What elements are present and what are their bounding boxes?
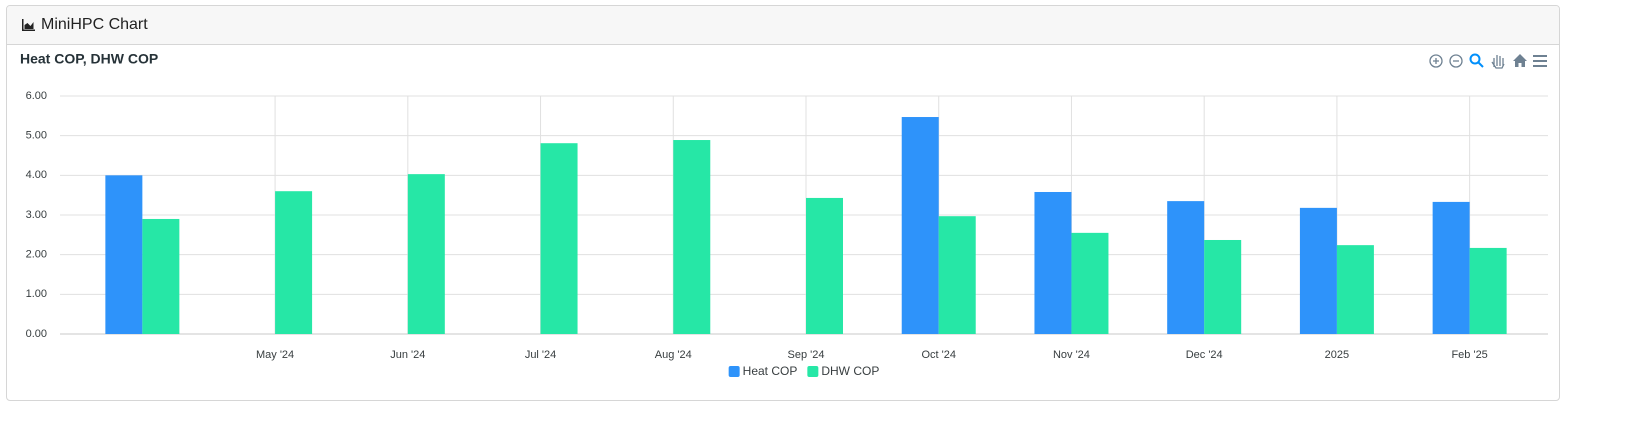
bar xyxy=(901,117,939,334)
bar xyxy=(540,143,578,334)
zoom-out[interactable] xyxy=(1449,54,1463,68)
bar xyxy=(806,197,843,334)
bar xyxy=(1167,201,1205,334)
toolbar xyxy=(1429,53,1547,69)
card: MiniHPC Chart xyxy=(6,5,1560,401)
x-tick-label: Aug '24 xyxy=(655,349,692,361)
card-header: MiniHPC Chart xyxy=(7,6,1559,45)
y-tick-label: 4.00 xyxy=(26,169,47,181)
x-tick-label: Jun '24 xyxy=(390,349,425,361)
legend-label: DHW COP xyxy=(821,364,879,378)
reset[interactable] xyxy=(1513,54,1527,67)
x-tick-label: Feb '25 xyxy=(1451,349,1487,361)
zoom[interactable] xyxy=(1469,53,1484,68)
x-tick-label: Dec '24 xyxy=(1186,349,1223,361)
x-tick-label: Nov '24 xyxy=(1053,349,1090,361)
bar xyxy=(1469,247,1507,334)
x-tick-label: Oct '24 xyxy=(921,349,956,361)
chart-title: Heat COP, DHW COP xyxy=(20,51,158,67)
card-title: MiniHPC Chart xyxy=(41,16,148,33)
bar xyxy=(938,216,976,334)
x-tick-label: Sep '24 xyxy=(788,349,825,361)
bar xyxy=(407,174,445,334)
chart-icon xyxy=(22,18,35,31)
pan[interactable] xyxy=(1491,55,1505,69)
menu[interactable] xyxy=(1533,55,1547,67)
legend: Heat COP DHW COP xyxy=(728,364,879,378)
bar xyxy=(1432,201,1470,334)
bar xyxy=(1071,232,1109,334)
bar xyxy=(275,191,313,334)
bar xyxy=(142,218,180,334)
bar xyxy=(1204,239,1242,334)
y-tick-label: 6.00 xyxy=(26,90,47,102)
legend-label: Heat COP xyxy=(743,364,798,378)
y-tick-label: 5.00 xyxy=(26,130,47,142)
bar xyxy=(105,175,143,334)
bar xyxy=(1034,191,1072,334)
y-tick-label: 0.00 xyxy=(26,328,47,340)
y-tick-label: 2.00 xyxy=(26,249,47,261)
x-tick-label: 2025 xyxy=(1325,349,1349,361)
bar xyxy=(1336,245,1374,334)
x-tick-label: Jul '24 xyxy=(525,349,556,361)
legend-swatch xyxy=(807,366,819,377)
bar xyxy=(673,140,711,334)
zoom-in[interactable] xyxy=(1429,54,1443,68)
y-tick-label: 1.00 xyxy=(26,288,47,300)
bar xyxy=(1299,207,1337,334)
y-tick-label: 3.00 xyxy=(26,209,47,221)
legend-swatch xyxy=(728,366,740,377)
x-tick-label: May '24 xyxy=(256,349,294,361)
